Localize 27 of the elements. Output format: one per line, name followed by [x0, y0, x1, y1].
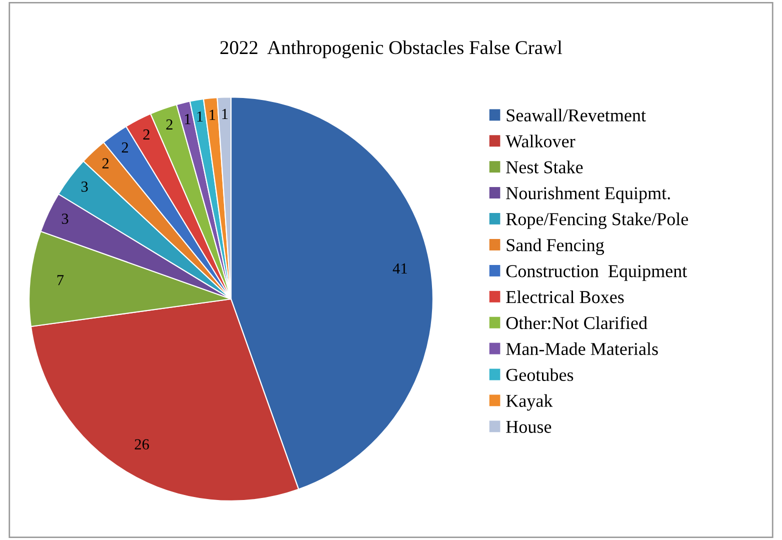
legend-label: Walkover — [506, 134, 576, 148]
data-label: 2 — [166, 119, 172, 130]
data-label: 2 — [102, 158, 109, 168]
data-label: 26 — [134, 439, 149, 450]
chart-title: 2022 Anthropogenic Obstacles False Crawl — [220, 40, 562, 58]
data-label: 1 — [222, 108, 228, 119]
data-label: 1 — [185, 114, 190, 124]
data-label: 1 — [197, 111, 203, 122]
legend-label: Rope/Fencing Stake/Pole — [506, 212, 688, 229]
legend-label: Geotubes — [506, 368, 574, 382]
legend-label: Construction Equipment — [506, 265, 688, 281]
data-label: 7 — [57, 275, 64, 286]
data-label: 41 — [392, 263, 407, 274]
legend-label: Sand Fencing — [506, 238, 604, 255]
legend-label: Electrical Boxes — [506, 290, 624, 304]
data-label: 2 — [122, 142, 128, 153]
legend-label: Kayak — [506, 394, 553, 411]
data-label: 3 — [81, 182, 88, 192]
legend-label: House — [506, 420, 552, 433]
legend-label: Seawall/Revetment — [506, 108, 646, 122]
legend-label: Nourishment Equipmt. — [506, 186, 670, 203]
data-label: 2 — [143, 129, 150, 140]
data-label: 1 — [210, 110, 216, 120]
data-label: 3 — [62, 214, 68, 224]
legend-label: Nest Stake — [506, 160, 583, 174]
legend-label: Man-Made Materials — [506, 342, 658, 356]
legend-label: Other:Not Clarified — [506, 316, 648, 330]
